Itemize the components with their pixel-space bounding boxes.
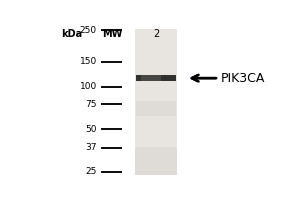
- Bar: [135, 147, 177, 175]
- Text: MW: MW: [102, 29, 122, 39]
- Bar: [101, 128, 122, 130]
- Text: 25: 25: [85, 167, 97, 176]
- Text: 250: 250: [80, 26, 97, 35]
- Bar: [101, 103, 122, 105]
- Bar: [136, 75, 176, 81]
- Text: 37: 37: [85, 143, 97, 152]
- Bar: [101, 147, 122, 149]
- Bar: [101, 29, 122, 31]
- Text: 150: 150: [80, 57, 97, 66]
- Bar: [101, 61, 122, 63]
- Text: 50: 50: [85, 125, 97, 134]
- Text: kDa: kDa: [61, 29, 82, 39]
- Text: 100: 100: [80, 82, 97, 91]
- Bar: [141, 75, 161, 81]
- Text: 2: 2: [153, 29, 159, 39]
- Text: PIK3CA: PIK3CA: [221, 72, 266, 85]
- Bar: [135, 29, 177, 175]
- Text: 75: 75: [85, 100, 97, 109]
- Bar: [136, 101, 176, 116]
- Bar: [101, 171, 122, 173]
- Bar: [101, 86, 122, 88]
